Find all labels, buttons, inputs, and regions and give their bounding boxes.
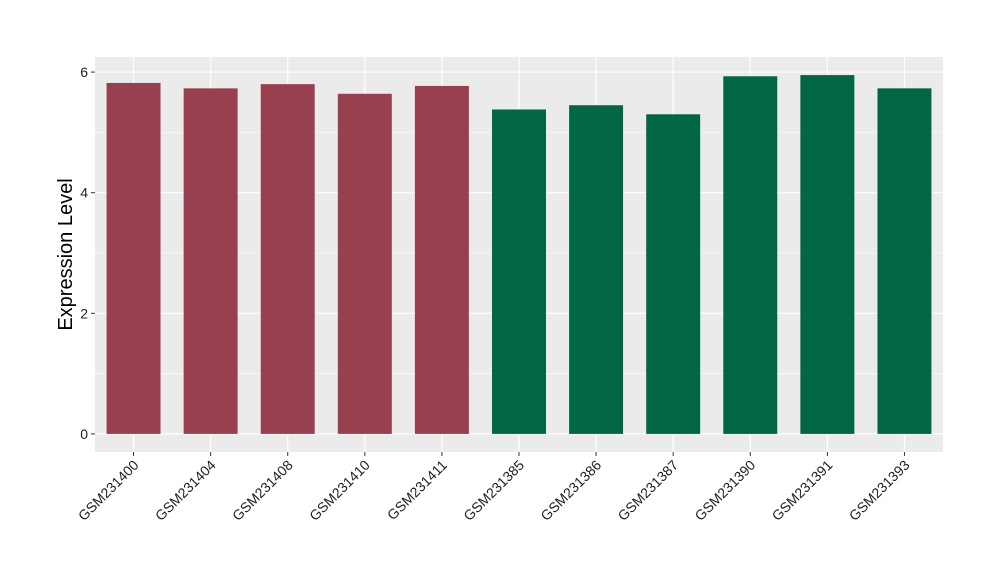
bar-GSM231387 <box>646 114 701 434</box>
bar-GSM231391 <box>800 75 855 434</box>
x-tick-label: GSM231385 <box>460 457 527 524</box>
bar-GSM231385 <box>492 109 546 434</box>
bar-GSM231410 <box>337 93 392 434</box>
x-tick-label: GSM231387 <box>614 457 681 524</box>
x-tick-label: GSM231400 <box>75 457 142 524</box>
bar-GSM231390 <box>723 76 778 434</box>
bar-GSM231393 <box>877 88 932 434</box>
bar-GSM231411 <box>414 85 469 434</box>
bar-GSM231400 <box>106 82 161 434</box>
bar-GSM231404 <box>183 88 238 434</box>
y-tick-label: 2 <box>80 305 88 321</box>
x-tick-label: GSM231404 <box>152 457 219 524</box>
x-axis: GSM231400 GSM231404 GSM231408 GSM231410 GSM2… <box>75 452 913 524</box>
bars <box>106 75 932 434</box>
x-tick-label: GSM231408 <box>229 457 296 524</box>
bar-GSM231408 <box>260 84 315 434</box>
y-tick-label: 6 <box>80 64 88 80</box>
y-axis: 0 2 4 6 <box>80 64 95 442</box>
x-tick-label: GSM231390 <box>691 457 758 524</box>
y-axis-title: Expression Level <box>55 178 77 330</box>
x-tick-label: GSM231393 <box>846 457 913 524</box>
y-tick-label: 0 <box>80 426 88 442</box>
x-tick-label: GSM231391 <box>769 457 836 524</box>
y-tick-label: 4 <box>80 185 88 201</box>
x-tick-label: GSM231386 <box>537 457 604 524</box>
x-tick-label: GSM231410 <box>306 457 373 524</box>
x-tick-label: GSM231411 <box>384 457 450 523</box>
bar-GSM231386 <box>569 105 624 434</box>
